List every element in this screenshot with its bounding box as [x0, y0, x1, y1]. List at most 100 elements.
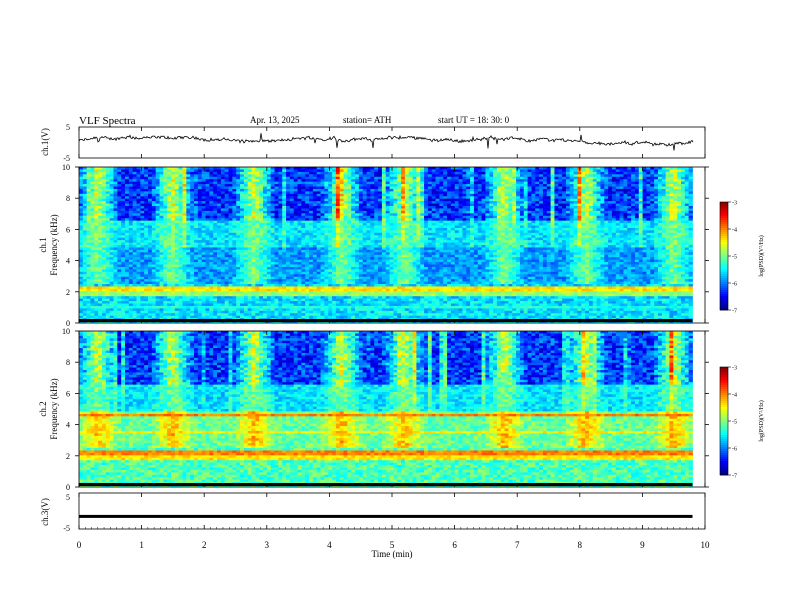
spec-cell [163, 186, 168, 190]
spec-cell [286, 179, 291, 183]
spec-cell [86, 245, 91, 248]
spec-cell [194, 254, 199, 258]
spec-cell [205, 237, 210, 241]
spec-cell [213, 208, 218, 212]
spec-cell [155, 184, 160, 187]
spec-cell [362, 293, 367, 297]
spec-cell [105, 313, 111, 317]
spec-cell [343, 269, 348, 273]
spec-cell [324, 220, 329, 224]
spec-cell [305, 203, 310, 207]
spec-cell [217, 296, 222, 300]
spec-cell [136, 196, 141, 200]
spec-cell [171, 203, 176, 207]
spec-cell [86, 288, 91, 292]
spec-cell [243, 288, 249, 292]
spec-cell [255, 242, 260, 246]
spec-cell [79, 288, 84, 292]
spec-cell [121, 196, 126, 200]
spec-cell [355, 298, 360, 302]
spec-cell [259, 249, 264, 253]
spec-cell [213, 298, 218, 302]
spec-cell [332, 276, 337, 280]
spec-cell [259, 232, 264, 236]
spec-cell [339, 252, 344, 256]
spec-cell [305, 230, 310, 234]
spec-cell [217, 305, 222, 309]
spec-cell [213, 293, 218, 297]
spec-cell [358, 240, 364, 243]
spec-cell [358, 237, 364, 241]
spec-cell [289, 179, 295, 183]
spec-cell [144, 230, 149, 234]
spec-cell [228, 203, 233, 207]
spec-cell [228, 281, 233, 285]
spec-cell [297, 291, 302, 295]
spec-cell [232, 210, 237, 214]
spec-cell [82, 276, 88, 280]
spec-cell [102, 220, 107, 224]
spec-cell [171, 218, 176, 222]
spec-cell [274, 262, 279, 265]
spec-cell [332, 269, 337, 273]
spec-cell [266, 179, 272, 183]
spec-cell [263, 259, 268, 263]
spec-cell [243, 179, 249, 183]
spec-cell [309, 310, 314, 314]
spec-cell [266, 215, 272, 219]
spec-cell [366, 279, 371, 282]
spec-cell [251, 291, 256, 295]
spec-cell [320, 186, 325, 190]
spec-cell [266, 208, 272, 212]
spec-cell [282, 201, 287, 204]
spec-cell [259, 188, 264, 192]
spec-cell [255, 274, 260, 278]
spec-cell [125, 305, 130, 309]
spec-cell [324, 313, 329, 317]
spec-cell [132, 242, 137, 246]
spec-cell [366, 235, 371, 239]
spec-cell [297, 252, 302, 256]
spec-cell [117, 198, 122, 202]
spec-cell [209, 276, 214, 280]
spec-cell [255, 230, 260, 234]
spec-cell [358, 296, 364, 300]
spec-cell [105, 291, 111, 295]
spec-cell [286, 174, 291, 178]
spec-cell [190, 281, 195, 285]
spec-cell [251, 171, 256, 175]
spec-cell [140, 288, 145, 292]
spec-cell [159, 286, 164, 290]
spec-cell [82, 218, 88, 222]
spec-cell [270, 308, 275, 312]
spec-cell [232, 271, 237, 275]
spec-cell [109, 310, 114, 314]
spec-cell [266, 308, 272, 312]
spec-cell [220, 169, 226, 173]
spec-cell [236, 176, 241, 180]
spec-cell [247, 206, 252, 209]
spec-cell [312, 242, 318, 246]
spec-cell [335, 249, 341, 253]
spec-cell [251, 193, 256, 197]
spec-cell [136, 247, 141, 251]
spec-cell [255, 284, 260, 287]
spec-cell [186, 276, 191, 280]
spec-cell [370, 276, 375, 280]
spec-cell [140, 279, 145, 282]
spec-cell [94, 313, 99, 317]
spec-cell [362, 186, 367, 190]
spec-cell [178, 223, 183, 226]
spec-cell [105, 252, 111, 256]
spec-cell [289, 269, 295, 273]
spec-cell [148, 181, 153, 185]
spec-cell [105, 288, 111, 292]
spec-cell [324, 254, 329, 258]
spec-cell [148, 188, 153, 192]
spec-cell [278, 269, 283, 273]
spec-cell [236, 266, 241, 270]
spec-cell [309, 266, 314, 270]
spec-cell [243, 225, 249, 229]
spec-cell [297, 210, 302, 214]
spec-cell [289, 193, 295, 197]
